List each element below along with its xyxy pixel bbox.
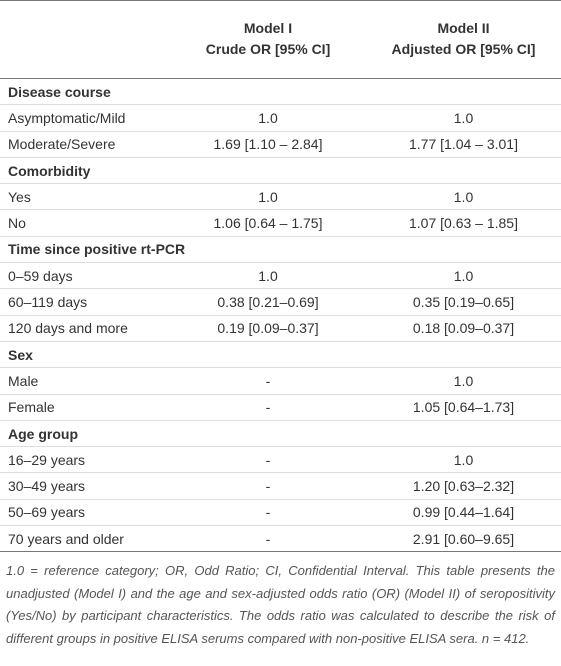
data-row: 60–119 days 0.38 [0.21–0.69] 0.35 [0.19–0.… [0, 288, 561, 315]
section-title: Disease course [8, 83, 111, 100]
header-line: Model I [243, 20, 293, 36]
data-row: Asymptomatic/Mild 1.0 1.0 [0, 104, 561, 131]
section-row: Sex [0, 341, 561, 367]
cell-value: - [265, 399, 271, 416]
cell-value: 1.0 [453, 372, 474, 389]
cell-value: 1.0 [453, 451, 474, 468]
cell-value: 0.38 [0.21–0.69] [217, 294, 319, 311]
data-row: No 1.06 [0.64 – 1.75] 1.07 [0.63 – 1.85] [0, 209, 561, 236]
section-title: Comorbidity [8, 162, 91, 179]
data-row: Female - 1.05 [0.64–1.73] [0, 394, 561, 420]
section-row: Disease course [0, 79, 561, 105]
cell-value: 1.0 [258, 188, 278, 205]
row-label: 50–69 years [8, 504, 86, 521]
row-label: 120 days and more [8, 320, 128, 337]
header-blank [0, 1, 170, 79]
data-row: 50–69 years - 0.99 [0.44–1.64] [0, 499, 561, 525]
cell-value: 1.20 [0.63–2.32] [412, 478, 515, 495]
header-cell: Model II Adjusted OR [95% CI] [366, 1, 561, 79]
table-body: Disease course Asymptomatic/Mild 1.0 1.0 Mod… [0, 79, 561, 552]
header-line: Model II [437, 20, 490, 36]
cell-value: 0.19 [0.09–0.37] [217, 320, 319, 337]
section-title: Age group [8, 425, 78, 442]
row-label: 0–59 days [8, 267, 73, 284]
header-line: Crude OR [95% CI] [205, 41, 331, 57]
section-title: Time since positive rt-PCR [8, 241, 186, 258]
data-row: Yes 1.0 1.0 [0, 183, 561, 210]
cell-value: 1.77 [1.04 – 3.01] [409, 136, 518, 153]
cell-value: 1.0 [258, 267, 278, 284]
data-row: 70 years and older - 2.91 [0.60–9.65] [0, 525, 561, 552]
cell-value: 1.0 [453, 267, 474, 284]
section-row: Comorbidity [0, 157, 561, 183]
cell-value: - [265, 372, 271, 389]
cell-value: - [265, 504, 271, 521]
row-label: 60–119 days [8, 294, 88, 311]
row-label: Female [8, 399, 55, 416]
cell-value: 0.99 [0.44–1.64] [412, 504, 515, 521]
cell-value: 0.18 [0.09–0.37] [412, 320, 515, 337]
section-title: Sex [8, 346, 33, 363]
cell-value: 0.35 [0.19–0.65] [412, 294, 515, 311]
data-row: 120 days and more 0.19 [0.09–0.37] 0.18 [0… [0, 315, 561, 341]
row-label: Moderate/Severe [8, 136, 116, 153]
header-line: Adjusted OR [95% CI] [391, 41, 536, 57]
header-row: Model I Crude OR [95% CI] Model II Adjuste… [0, 0, 561, 79]
cell-value: 1.69 [1.10 – 2.84] [213, 136, 323, 153]
cell-value: - [265, 530, 271, 547]
data-row: 16–29 years - 1.0 [0, 446, 561, 473]
row-label: Asymptomatic/Mild [8, 109, 126, 126]
row-label: 16–29 years [8, 451, 86, 468]
cell-value: - [265, 478, 271, 495]
cell-value: 2.91 [0.60–9.65] [412, 530, 515, 547]
section-row: Age group [0, 420, 561, 446]
cell-value: 1.0 [453, 188, 474, 205]
row-label: 30–49 years [8, 478, 86, 495]
section-row: Time since positive rt-PCR [0, 236, 561, 262]
row-label: Yes [8, 188, 31, 205]
cell-value: 1.0 [258, 109, 278, 126]
data-row: 0–59 days 1.0 1.0 [0, 262, 561, 289]
cell-value: - [265, 451, 271, 468]
data-row: Moderate/Severe 1.69 [1.10 – 2.84] 1.77 [1… [0, 131, 561, 157]
header-cell: Model I Crude OR [95% CI] [170, 1, 366, 79]
cell-value: 1.05 [0.64–1.73] [412, 399, 515, 416]
footnote: 1.0 = reference category; OR, Odd Ratio;… [6, 563, 555, 646]
cell-value: 1.0 [453, 109, 474, 126]
row-label: 70 years and older [8, 530, 124, 547]
row-label: No [8, 215, 26, 232]
results-table: Model I Crude OR [95% CI] Model II Adjuste… [0, 0, 561, 552]
data-row: 30–49 years - 1.20 [0.63–2.32] [0, 472, 561, 499]
row-label: Male [8, 372, 39, 389]
cell-value: 1.07 [0.63 – 1.85] [409, 215, 518, 232]
cell-value: 1.06 [0.64 – 1.75] [213, 215, 323, 232]
data-row: Male - 1.0 [0, 367, 561, 394]
